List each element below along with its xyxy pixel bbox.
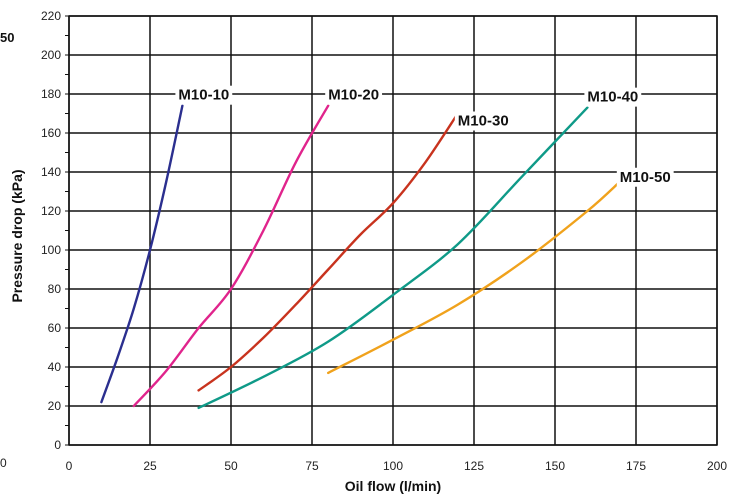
y-tick-label: 80 <box>48 282 62 296</box>
y-tick-labels: 0 20 40 60 80 100 120 140 160 180 200 220 <box>41 9 61 452</box>
y-tick-label: 180 <box>41 87 61 101</box>
y-tick-label: 60 <box>48 321 62 335</box>
y-tick-label: 100 <box>41 243 61 257</box>
x-tick-label: 50 <box>224 459 238 473</box>
plot-frame <box>68 15 718 446</box>
series-label-m10-30: M10-30 <box>458 113 509 130</box>
series-label-m10-20: M10-20 <box>328 87 379 104</box>
series-lines <box>100 104 621 410</box>
x-tick-label: 175 <box>626 459 646 473</box>
x-tick-label: 100 <box>383 459 403 473</box>
series-line-m10-40 <box>197 106 589 410</box>
x-tick-label: 0 <box>66 459 73 473</box>
grid-lines <box>65 15 718 446</box>
y-tick-label: 40 <box>48 360 62 374</box>
y-tick-label: 0 <box>54 438 61 452</box>
y-tick-label: 200 <box>41 48 61 62</box>
x-tick-label: 25 <box>143 459 157 473</box>
y-tick-label: 20 <box>48 399 62 413</box>
y-tick-label: 140 <box>41 165 61 179</box>
clipped-tick-top: 50 <box>0 30 14 45</box>
x-tick-label: 75 <box>305 459 319 473</box>
y-tick-label: 120 <box>41 204 61 218</box>
x-tick-label: 150 <box>545 459 565 473</box>
series-line-m10-10 <box>100 104 184 404</box>
clipped-tick-bottom: 0 <box>0 456 7 470</box>
series-label-bg <box>325 85 383 105</box>
x-axis-label: Oil flow (l/min) <box>345 478 441 494</box>
series-label-bg <box>584 87 642 107</box>
series-labels: M10-10 M10-20 M10-30 M10-40 M10-50 <box>175 85 674 187</box>
series-line-m10-30 <box>197 112 459 392</box>
series-line-m10-20 <box>132 104 330 408</box>
x-tick-label: 125 <box>464 459 484 473</box>
series-label-m10-40: M10-40 <box>587 89 638 106</box>
series-line-m10-50 <box>327 180 621 375</box>
series-label-m10-10: M10-10 <box>178 87 229 104</box>
y-axis-label: Pressure drop (kPa) <box>9 169 25 302</box>
x-tick-labels: 0 25 50 75 100 125 150 175 200 <box>66 459 728 473</box>
series-label-m10-50: M10-50 <box>620 169 671 186</box>
x-tick-label: 200 <box>707 459 727 473</box>
series-label-bg <box>616 167 674 187</box>
y-tick-label: 220 <box>41 9 61 23</box>
y-tick-label: 160 <box>41 126 61 140</box>
series-label-bg <box>175 85 233 105</box>
series-label-bg <box>454 111 512 131</box>
